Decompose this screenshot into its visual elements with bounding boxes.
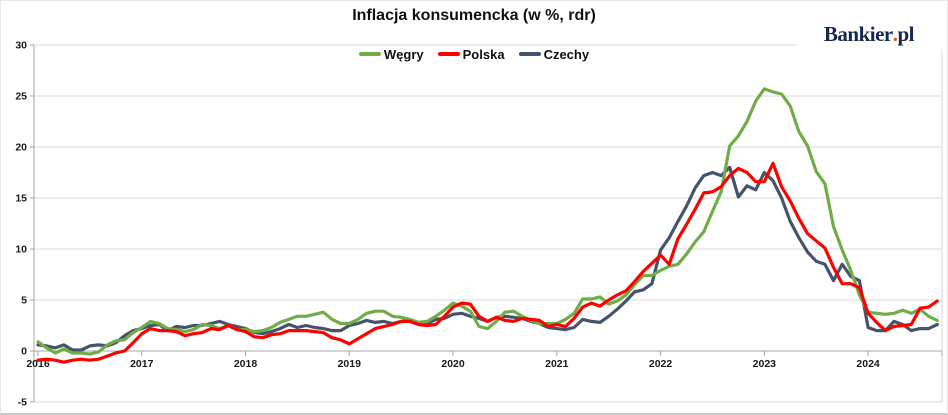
svg-text:2021: 2021 [545,358,569,370]
legend-marker-czechy [518,52,541,56]
svg-text:5: 5 [21,295,27,307]
svg-text:2017: 2017 [130,358,154,370]
svg-text:2018: 2018 [234,358,258,370]
legend-item-czechy: Czechy [518,46,590,62]
svg-text:2019: 2019 [338,358,362,370]
svg-text:0: 0 [21,346,27,358]
logo-text-suffix: pl [897,21,914,46]
svg-text:20: 20 [15,142,27,154]
svg-text:15: 15 [15,193,27,205]
logo-dot: . [892,21,898,46]
svg-text:30: 30 [15,40,27,52]
svg-text:2022: 2022 [649,358,673,370]
legend-item-wegry: Węgry [358,46,424,62]
svg-text:10: 10 [15,244,27,256]
chart-legend: Węgry Polska Czechy [1,46,947,62]
legend-label-wegry: Węgry [383,46,424,62]
chart-title: Inflacja konsumencka (w %, rdr) [352,7,596,24]
legend-label-polska: Polska [462,46,505,62]
legend-marker-polska [437,52,460,56]
legend-marker-wegry [358,52,381,56]
svg-text:2024: 2024 [856,358,880,370]
svg-text:2023: 2023 [753,358,777,370]
logo-text-main: Bankier [823,21,893,46]
svg-text:25: 25 [15,91,27,103]
legend-label-czechy: Czechy [543,46,590,62]
svg-text:2020: 2020 [441,358,465,370]
legend-item-polska: Polska [437,46,505,62]
bankier-logo: Bankier. pl [797,19,947,49]
svg-text:-5: -5 [18,397,27,409]
